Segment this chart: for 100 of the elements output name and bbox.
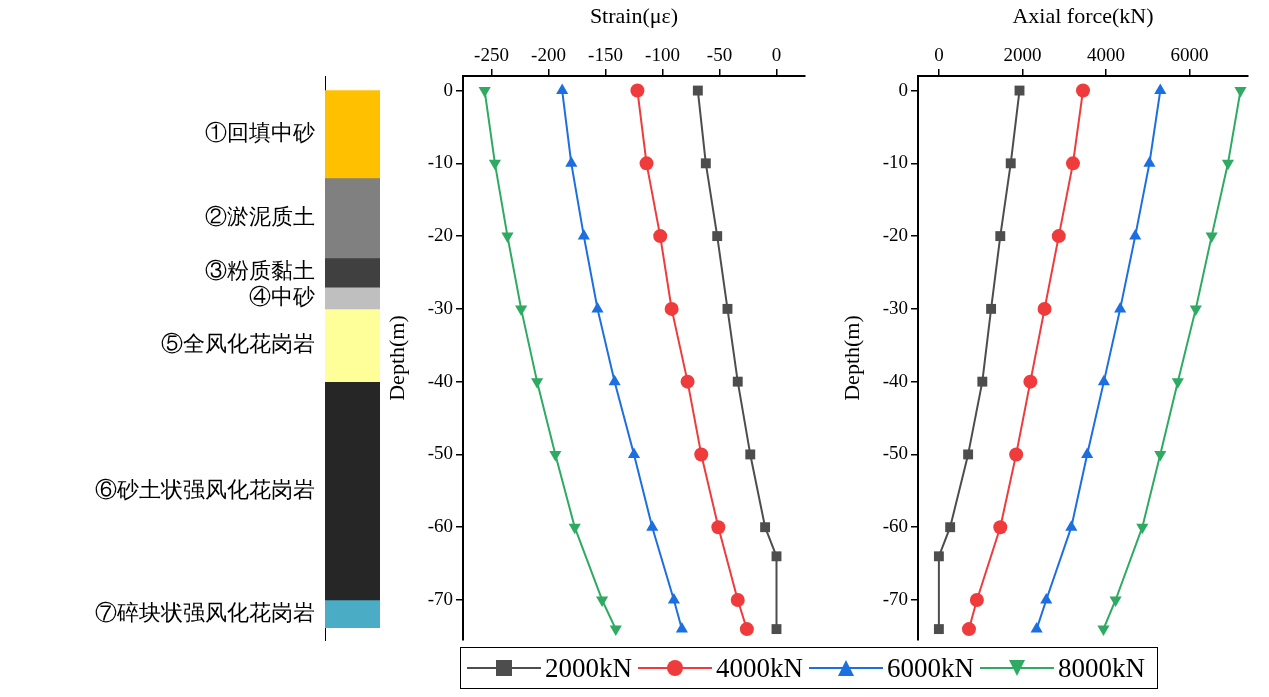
bar [325, 177, 380, 259]
point [771, 624, 782, 635]
y-tick-label: -60 [882, 515, 908, 537]
point [933, 551, 944, 562]
legend-label: 6000kN [887, 652, 974, 684]
point [596, 596, 609, 607]
series-label: ①回填中砂 [205, 120, 315, 145]
point [549, 450, 562, 462]
point [630, 83, 645, 98]
point [1114, 301, 1127, 313]
point [1129, 229, 1142, 240]
x-tick-label: -250 [474, 43, 509, 65]
point [1030, 622, 1043, 633]
point [977, 376, 988, 387]
point [986, 303, 997, 314]
x-tick-label: -200 [531, 43, 566, 65]
bar [325, 599, 380, 628]
point [961, 622, 976, 637]
point [1097, 374, 1110, 386]
point [694, 447, 709, 462]
point [1051, 229, 1066, 244]
point [664, 301, 679, 316]
y-tick-label: -10 [882, 151, 908, 173]
point [646, 520, 659, 531]
point [760, 522, 771, 533]
point [1154, 83, 1167, 95]
point [945, 522, 956, 533]
point [653, 229, 668, 244]
point [609, 625, 622, 637]
point [732, 376, 743, 387]
legend-label: 8000kN [1058, 652, 1145, 684]
y-tick-label: -50 [427, 442, 453, 464]
point [995, 231, 1006, 242]
y-axis-title: Depth(m) [838, 315, 864, 401]
point [1136, 523, 1149, 535]
point [1023, 374, 1038, 389]
point [478, 87, 491, 98]
series-label: ⑥砂土状强风化花岗岩 [95, 476, 315, 502]
point [692, 85, 703, 96]
y-tick-label: 0 [898, 78, 908, 100]
y-tick-label: -30 [427, 296, 453, 318]
series-label: ④中砂 [249, 283, 315, 309]
bar [325, 257, 380, 288]
y-tick-label: 0 [443, 78, 453, 100]
point [1076, 83, 1090, 98]
point [565, 156, 578, 167]
point [1205, 232, 1218, 244]
point [577, 229, 590, 240]
point [501, 232, 514, 244]
point [711, 520, 726, 535]
x-tick-label: 0 [771, 43, 782, 65]
point [1221, 159, 1235, 171]
point [993, 520, 1008, 535]
point [531, 378, 544, 389]
x-tick-label: 4000 [1086, 43, 1125, 65]
point [771, 551, 782, 562]
point [608, 374, 621, 386]
point [1005, 158, 1016, 169]
y-axis-title: Depth(m) [383, 315, 409, 401]
x-tick-label: 6000 [1170, 43, 1209, 65]
point [675, 622, 688, 633]
point [1143, 156, 1156, 167]
point [1154, 450, 1167, 462]
point [963, 449, 974, 460]
point [568, 523, 581, 535]
y-tick-label: -30 [882, 296, 908, 318]
point [712, 231, 723, 242]
x-tick-label: -100 [645, 43, 680, 65]
point [591, 301, 604, 313]
point [969, 592, 984, 607]
y-tick-label: -20 [427, 224, 453, 246]
x-tick-label: 0 [934, 43, 944, 65]
point [1065, 156, 1080, 171]
point [1189, 305, 1202, 316]
x-axis-title: Axial force(kN) [1012, 2, 1154, 28]
x-tick-label: -150 [588, 43, 623, 65]
point [488, 159, 501, 171]
y-tick-label: -40 [882, 369, 908, 391]
point [1009, 447, 1024, 462]
x-tick-label: -50 [706, 43, 733, 65]
point [745, 449, 756, 460]
y-tick-label: -50 [882, 442, 908, 464]
point [1037, 301, 1052, 316]
x-tick-label: 2000 [1003, 43, 1042, 65]
x-axis-title: Strain(με) [589, 2, 679, 28]
point [1109, 596, 1122, 607]
bar [325, 381, 380, 601]
series-label: ③粉质黏土 [205, 258, 315, 284]
point [1234, 87, 1247, 98]
series-label: ⑦碎块状强风化花岗岩 [95, 599, 315, 625]
point [1171, 378, 1184, 389]
legend-label: 2000kN [545, 652, 632, 684]
series-label: ②淤泥质土 [205, 203, 315, 229]
y-tick-label: -20 [882, 224, 908, 246]
point [639, 156, 654, 171]
bar [325, 308, 380, 382]
y-tick-label: -70 [882, 587, 908, 609]
legend-label: 4000kN [716, 652, 803, 684]
bar [325, 90, 380, 179]
point [1065, 520, 1078, 531]
